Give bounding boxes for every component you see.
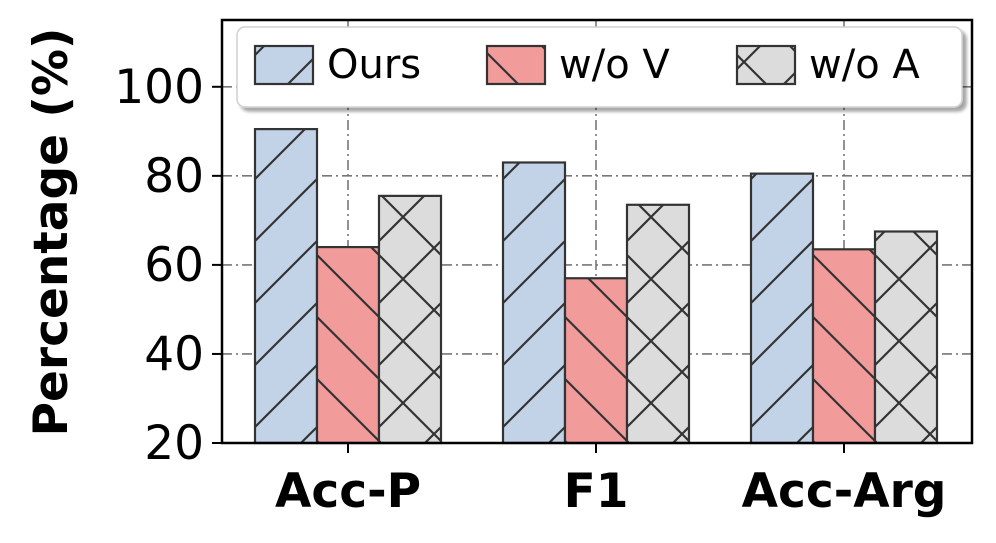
bar-w-o-v-f1 [563,277,629,445]
legend: Ours w/o V w/o A [236,26,963,108]
legend-swatch [735,44,797,86]
y-tick-label: 80 [144,149,204,204]
y-tick-label: 40 [144,327,204,382]
legend-label: w/o V [559,42,670,88]
bar-ours-acc-p [253,127,319,445]
y-axis-title: Percentage (%) [24,28,79,437]
bar-w-o-a-f1 [625,203,691,445]
bar-w-o-v-acc-p [315,245,381,445]
bars [253,127,939,445]
bar-w-o-a-acc-arg [873,230,939,445]
legend-swatch [485,44,547,86]
legend-label: w/o A [809,42,920,88]
bar-w-o-a-acc-p [377,194,443,445]
bar-w-o-v-acc-arg [811,248,877,445]
bar-ours-acc-arg [749,172,815,445]
x-tick-label: Acc-P [275,464,421,519]
bar-ours-f1 [501,161,567,445]
x-axis-ticks: Acc-P F1 Acc-Arg [275,443,946,519]
x-tick-label: Acc-Arg [742,464,947,519]
x-tick-label: F1 [564,464,629,519]
legend-swatch [253,44,315,86]
y-tick-label: 60 [144,238,204,293]
y-axis-ticks: 20 40 60 80 100 [114,60,222,471]
y-tick-label: 20 [144,416,204,471]
y-tick-label: 100 [114,60,204,115]
legend-label: Ours [327,42,421,88]
